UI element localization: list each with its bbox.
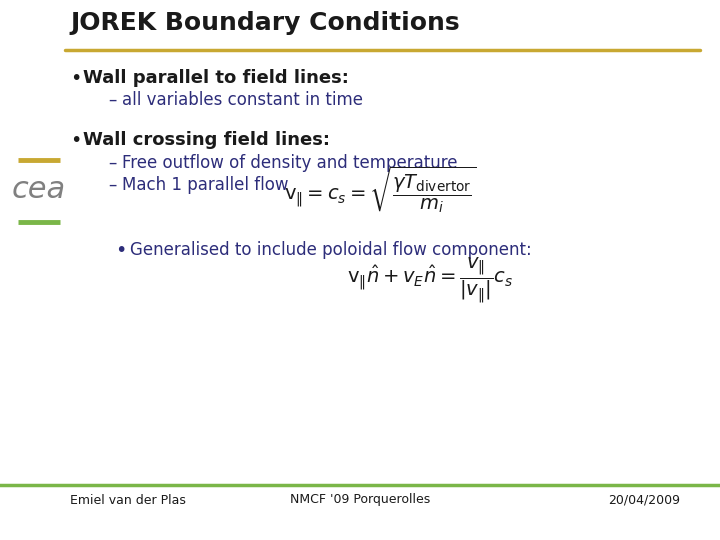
Text: Wall parallel to field lines:: Wall parallel to field lines: [83, 69, 349, 87]
Text: Generalised to include poloidal flow component:: Generalised to include poloidal flow com… [130, 241, 532, 259]
Text: –: – [108, 91, 117, 109]
Text: –: – [108, 154, 117, 172]
Text: JOREK Boundary Conditions: JOREK Boundary Conditions [70, 11, 459, 35]
Text: $\mathrm{v}_{\|} \hat{n} + v_E \hat{n} = \dfrac{v_{\|}}{|v_{\|}|} c_s$: $\mathrm{v}_{\|} \hat{n} + v_E \hat{n} =… [347, 255, 513, 305]
Text: $\mathrm{v}_{\|} = c_s = \sqrt{\dfrac{\gamma T_{\mathrm{divertor}}}{m_i}}$: $\mathrm{v}_{\|} = c_s = \sqrt{\dfrac{\g… [284, 165, 477, 215]
Text: Free outflow of density and temperature: Free outflow of density and temperature [122, 154, 457, 172]
Text: •: • [115, 240, 127, 260]
Text: NMCF '09 Porquerolles: NMCF '09 Porquerolles [290, 494, 430, 507]
Text: 20/04/2009: 20/04/2009 [608, 494, 680, 507]
Text: •: • [70, 131, 81, 150]
Text: all variables constant in time: all variables constant in time [122, 91, 363, 109]
Text: Emiel van der Plas: Emiel van der Plas [70, 494, 186, 507]
Text: Wall crossing field lines:: Wall crossing field lines: [83, 131, 330, 149]
Text: –: – [108, 176, 117, 194]
Text: cea: cea [12, 176, 66, 205]
Text: Mach 1 parallel flow: Mach 1 parallel flow [122, 176, 289, 194]
Text: •: • [70, 69, 81, 87]
